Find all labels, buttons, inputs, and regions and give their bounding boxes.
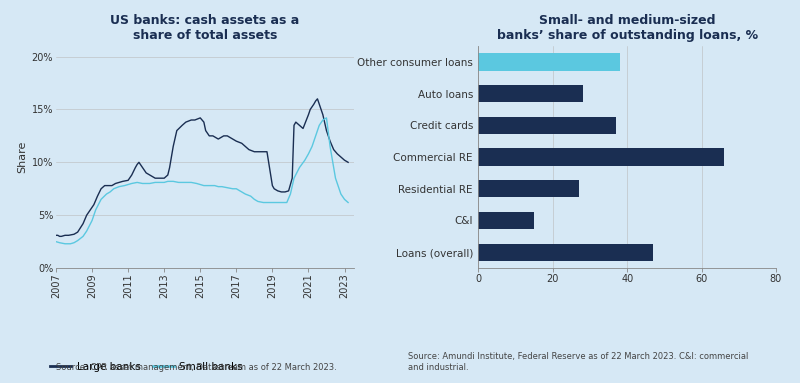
Bar — [478, 180, 579, 198]
Bar — [478, 148, 724, 166]
Text: Source: Amundi Institute, Federal Reserve as of 22 March 2023. C&I: commercial
a: Source: Amundi Institute, Federal Reserv… — [408, 352, 748, 372]
Text: Source: CPR asset management, Datastream as of 22 March 2023.: Source: CPR asset management, Datastream… — [56, 363, 337, 372]
Title: Small- and medium-sized
banks’ share of outstanding loans, %: Small- and medium-sized banks’ share of … — [497, 14, 758, 42]
Bar — [478, 53, 620, 70]
Bar — [478, 85, 582, 102]
Legend: Large banks, Small banks: Large banks, Small banks — [46, 358, 246, 376]
Bar — [478, 116, 616, 134]
Title: US banks: cash assets as a
share of total assets: US banks: cash assets as a share of tota… — [110, 14, 299, 42]
Bar — [478, 212, 534, 229]
Y-axis label: Share: Share — [18, 141, 27, 173]
Bar — [478, 244, 654, 261]
